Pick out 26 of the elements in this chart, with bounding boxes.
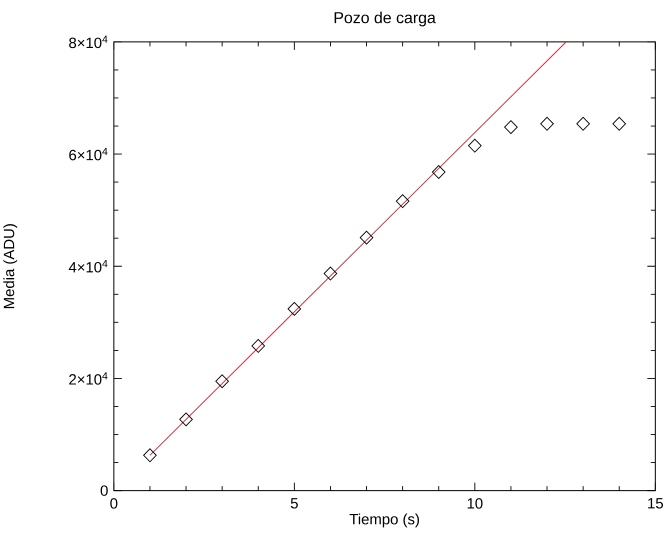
point <box>576 116 590 130</box>
chart-title: Pozo de carga <box>334 11 436 26</box>
y-tick-label: 4×10$^{4}$ <box>68 260 108 272</box>
x-axis-title: Tiempo (s) <box>350 513 419 528</box>
x-tick-label: 10 <box>468 498 483 508</box>
point <box>251 338 266 353</box>
y-tick-label: 8×10$^{4}$ <box>69 35 108 48</box>
y-tick-label: 6×10$^{4}$ <box>69 148 108 160</box>
x-tick-label: 0 <box>110 498 118 508</box>
x-tick-label: 15 <box>648 498 663 508</box>
point <box>612 116 626 130</box>
point <box>504 120 518 134</box>
point <box>143 448 157 462</box>
point <box>432 164 446 179</box>
y-tick-label: 2×10$^{4}$ <box>69 372 108 384</box>
y-axis-title: Media (ADU) <box>3 224 18 308</box>
point <box>324 266 338 280</box>
point <box>360 230 374 244</box>
point <box>215 374 229 388</box>
point <box>288 302 302 316</box>
point <box>179 412 193 426</box>
point <box>468 138 482 152</box>
point <box>540 116 554 130</box>
point <box>396 194 410 208</box>
y-tick-label: 0 <box>100 485 108 496</box>
x-tick-label: 5 <box>290 498 298 508</box>
